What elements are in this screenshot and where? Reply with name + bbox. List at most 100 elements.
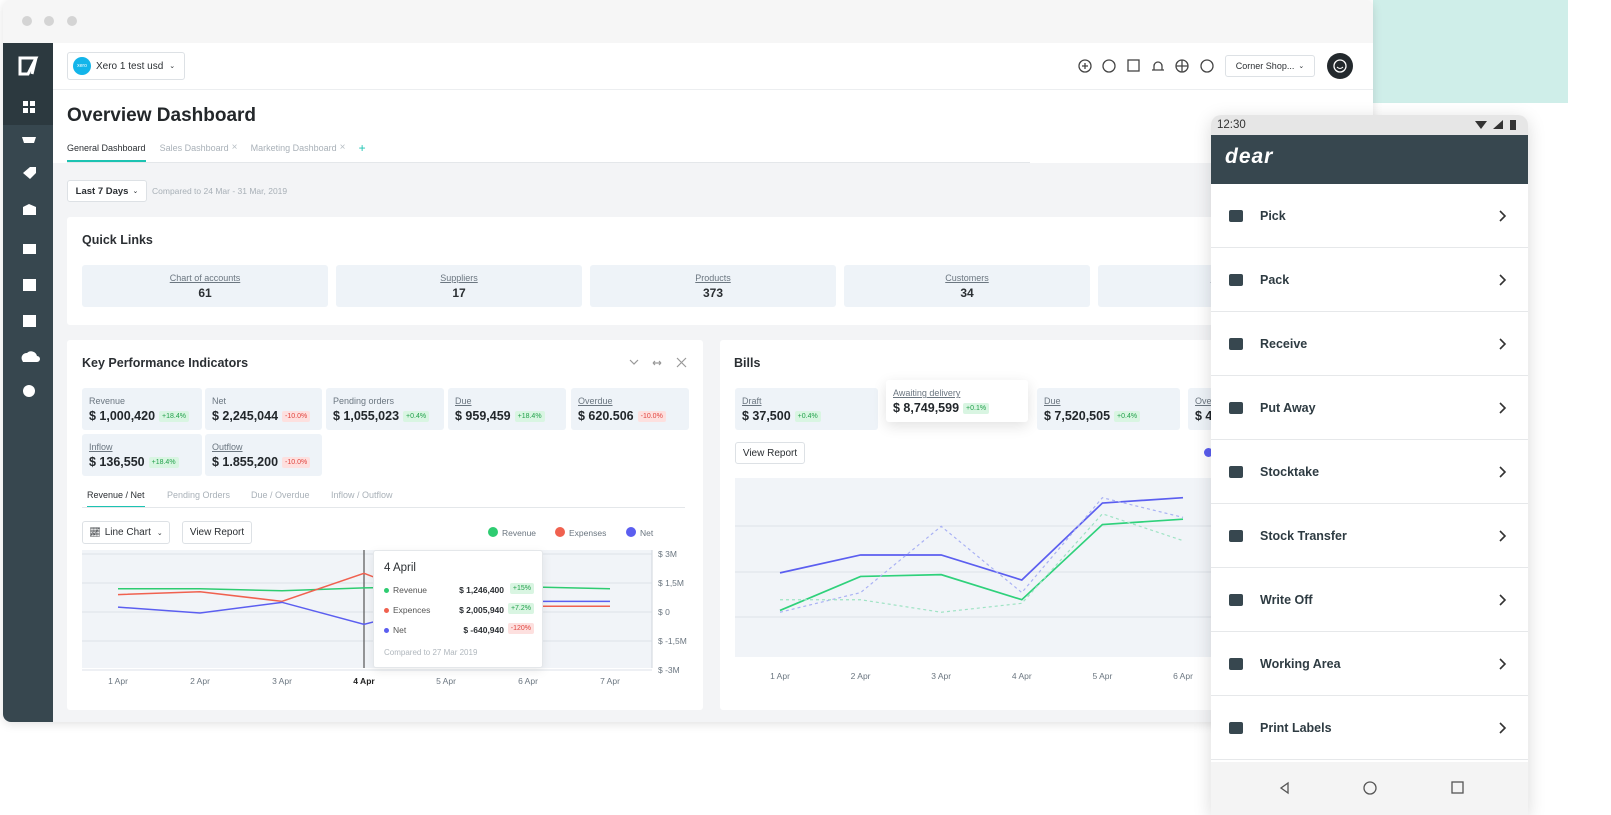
dashboard-tab[interactable]: General Dashboard [67, 143, 146, 162]
chart-icon: 📈︎ [89, 527, 101, 537]
x-tick-label: 4 Apr [353, 676, 375, 686]
menu-icon [1229, 594, 1243, 606]
top-area: xero Xero 1 test usd ⌄ Corner Shop... ⌄ O… [53, 43, 1373, 163]
card-title: Bills [734, 356, 761, 370]
quick-link-count: 61 [198, 286, 212, 300]
tile-label: Net [212, 396, 227, 406]
bills-card: Bills View Report Draft $ 37,500 +0.4% Awai… [720, 340, 1248, 710]
org-name: Xero 1 test usd [96, 60, 164, 72]
tooltip-title: 4 April [384, 562, 416, 574]
quick-link-count: 373 [702, 286, 724, 300]
icon-shape [1229, 722, 1243, 734]
kpi-tile: Inflow $ 136,550 +18.4% [82, 434, 202, 476]
chevron-path [1499, 210, 1507, 222]
tile-amount: $ 1.855,200 [212, 455, 279, 469]
legend-dot [626, 527, 636, 537]
change-badge: +0.1% [963, 403, 990, 414]
icon-shape [1229, 402, 1243, 414]
quick-link[interactable]: Products 373 [590, 265, 836, 307]
tile-value: $ 620.506 -10.0% [578, 409, 666, 423]
tooltip-value: $ 2,005,940 [459, 605, 504, 615]
tile-label: Overdue [578, 396, 613, 406]
shop-selector[interactable]: Corner Shop... ⌄ [1225, 55, 1315, 77]
chart-tab[interactable]: Inflow / Outflow [331, 490, 393, 500]
sidebar-active[interactable] [3, 89, 53, 125]
tab-close[interactable]: × [339, 142, 346, 153]
change-badge: +18.4% [159, 411, 189, 422]
icon-shape [1229, 274, 1243, 286]
x-tick-label: 5 Apr [1092, 671, 1112, 681]
dashboard-tab[interactable]: Sales Dashboard [159, 143, 229, 153]
card-controls[interactable] [627, 356, 689, 370]
period: Last 7 Days [75, 185, 129, 197]
menu-label: Put Away [1260, 401, 1316, 415]
menu-label: Pack [1260, 273, 1290, 287]
icon-shape [1229, 210, 1243, 222]
menu-item[interactable]: Receive [1211, 312, 1528, 376]
caret: ⌄ [169, 63, 176, 70]
view-report-button[interactable]: View Report [182, 521, 252, 544]
view-report-button[interactable]: View Report [735, 442, 805, 464]
menu-icon [1229, 210, 1243, 222]
legend-dot [488, 527, 498, 537]
quick-links: Chart of accounts 61 Suppliers 17 Products 37… [67, 217, 1237, 325]
avatar-face [1333, 59, 1347, 73]
quick-link-count: 17 [452, 286, 466, 300]
status-icons [1475, 120, 1516, 130]
menu-item[interactable]: Stock Transfer [1211, 504, 1528, 568]
x-tick-label: 2 Apr [190, 676, 210, 686]
logo-icon [18, 56, 39, 76]
x-tick-label: 5 Apr [436, 676, 456, 686]
nav-buttons[interactable] [1211, 762, 1528, 812]
tile-value: $ 4 [1195, 409, 1212, 423]
x-tick-label: 1 Apr [108, 676, 128, 686]
tooltip-dot [384, 628, 389, 633]
tile-amount: $ 2,245,044 [212, 409, 279, 423]
quick-link-label: Products [695, 273, 731, 283]
add-tab[interactable]: + [358, 141, 366, 155]
x-tick-label: 6 Apr [518, 676, 538, 686]
quick-link-label: Suppliers [440, 273, 478, 283]
tile-value: $ 7,520,505 +0.4% [1044, 409, 1141, 423]
tile-amount: $ 136,550 [89, 455, 145, 469]
chart-type-selector[interactable]: 📈︎ Line Chart ⌄ [82, 521, 170, 544]
period-selector[interactable]: Last 7 Days ⌄ [67, 180, 147, 202]
menu-item[interactable]: Pick [1211, 184, 1528, 248]
menu-item[interactable]: Print Labels [1211, 696, 1528, 760]
tooltip-name: Expences [393, 605, 431, 615]
clock: 12:30 [1217, 119, 1246, 131]
quick-link-label: Customers [945, 273, 989, 283]
menu-item[interactable]: Pack [1211, 248, 1528, 312]
button-label: View Report [189, 527, 245, 538]
menu-icon [1229, 530, 1243, 542]
chart-tab[interactable]: Revenue / Net [87, 490, 145, 508]
chart-tab[interactable]: Due / Overdue [251, 490, 310, 500]
org-selector[interactable]: xero Xero 1 test usd ⌄ [67, 52, 185, 80]
chevron [1499, 722, 1507, 734]
chart-tab[interactable]: Pending Orders [167, 490, 231, 500]
change-badge: +0.4% [794, 411, 821, 422]
change-badge: +0.4% [1114, 411, 1141, 422]
chevron-path [1499, 530, 1507, 542]
tile-amount: $ 1,000,420 [89, 409, 156, 423]
menu-item[interactable]: Working Area [1211, 632, 1528, 696]
tile-amount: $ 4 [1195, 409, 1213, 423]
y-tick-label: $ -3M [658, 665, 680, 675]
brand: dear [1225, 145, 1274, 168]
chevron [1499, 338, 1507, 350]
menu-item[interactable]: Put Away [1211, 376, 1528, 440]
tile-amount: $ 620.506 [578, 409, 634, 423]
menu-item[interactable]: Stocktake [1211, 440, 1528, 504]
caret: ⌄ [1298, 63, 1305, 70]
quick-link[interactable]: Chart of accounts 61 [82, 265, 328, 307]
dashboard-tab[interactable]: Marketing Dashboard [250, 143, 337, 153]
quick-link[interactable]: Suppliers 17 [336, 265, 582, 307]
quick-link[interactable]: Customers 34 [844, 265, 1090, 307]
avatar[interactable] [1327, 53, 1353, 79]
tab-close[interactable]: × [231, 142, 238, 153]
menu-item[interactable]: Write Off [1211, 568, 1528, 632]
tile-label: Revenue [89, 396, 126, 406]
menu-icon [1229, 338, 1243, 350]
tile-label: Due [1044, 396, 1061, 406]
chevron [1499, 210, 1507, 222]
